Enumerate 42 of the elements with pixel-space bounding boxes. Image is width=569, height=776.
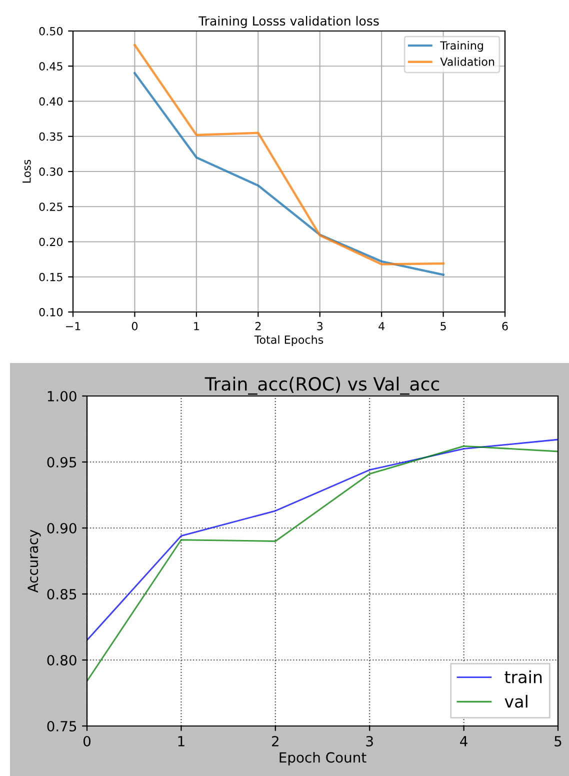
y-tick-label: 0.30 — [39, 167, 63, 176]
x-tick-label: 2 — [272, 736, 278, 746]
x-tick-label: −1 — [66, 322, 80, 330]
y-axis-title: Loss — [22, 160, 31, 183]
y-tick-label: 0.10 — [39, 308, 63, 316]
x-axis-title: Epoch Count — [280, 752, 366, 766]
y-tick-label: 1.00 — [48, 390, 76, 402]
x-tick-label: 0 — [83, 736, 90, 746]
x-tick-label: 3 — [366, 736, 373, 746]
legend-label: val — [504, 694, 528, 708]
legend-label: Validation — [440, 57, 494, 66]
y-tick-label: 0.45 — [39, 62, 62, 71]
x-tick-label: 6 — [502, 322, 508, 330]
y-tick-label: 0.80 — [47, 654, 76, 666]
x-tick-label: 5 — [554, 736, 562, 746]
line-series — [134, 72, 444, 276]
y-tick-label: 0.40 — [39, 97, 63, 106]
line-series — [87, 438, 558, 641]
y-tick-label: 0.35 — [39, 132, 62, 141]
y-tick-label: 0.75 — [47, 720, 76, 732]
x-tick-label: 5 — [440, 322, 446, 330]
x-axis-title: Total Epochs — [254, 335, 324, 346]
y-tick-label: 0.20 — [39, 238, 63, 246]
y-tick-label: 0.95 — [47, 456, 76, 468]
x-tick-label: 1 — [178, 736, 184, 746]
x-tick-label: 4 — [460, 736, 468, 746]
line-series — [87, 445, 558, 682]
y-tick-label: 0.15 — [39, 272, 62, 282]
x-tick-label: 0 — [132, 322, 138, 330]
chart-title: Training Losss validation loss — [198, 16, 379, 28]
x-tick-label: 2 — [255, 322, 261, 330]
legend-label: train — [504, 670, 542, 684]
chart-title: Train_acc(ROC) vs Val_acc — [204, 376, 440, 395]
legend-label: Training — [440, 41, 483, 52]
x-tick-label: 1 — [194, 322, 199, 330]
y-axis-title: Accuracy — [28, 530, 41, 593]
y-tick-label: 0.90 — [47, 522, 76, 534]
y-tick-label: 0.85 — [47, 588, 76, 600]
x-tick-label: 3 — [317, 322, 322, 330]
y-tick-label: 0.25 — [39, 202, 62, 212]
y-tick-label: 0.50 — [39, 26, 63, 36]
x-tick-label: 4 — [378, 322, 384, 330]
